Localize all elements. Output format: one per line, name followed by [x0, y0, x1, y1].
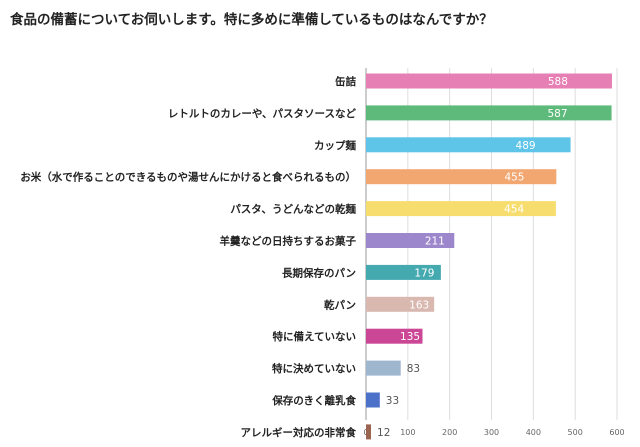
bar [366, 264, 441, 280]
category-label: 特に決めていない [272, 362, 356, 375]
bar [366, 392, 380, 408]
category-label: 特に備えていない [273, 330, 356, 343]
x-tick-label: 100 [400, 428, 415, 437]
category-label: 長期保存のパン [282, 266, 356, 279]
category-label: 缶詰 [335, 75, 356, 88]
x-tick-label: 600 [609, 428, 624, 437]
bar [366, 328, 423, 344]
data-label: 83 [407, 363, 420, 375]
data-label: 489 [516, 140, 536, 152]
x-tick-label: 500 [568, 428, 583, 437]
bar [366, 137, 571, 153]
category-label: 乾パン [324, 298, 356, 311]
data-label: 588 [548, 76, 568, 88]
data-label: 12 [377, 427, 390, 439]
bar [366, 360, 401, 376]
category-label: レトルトのカレーや、パスタソースなど [168, 107, 357, 120]
data-label: 33 [386, 395, 399, 407]
x-tick-label: 400 [526, 428, 541, 437]
data-label: 211 [425, 236, 445, 248]
data-label: 135 [400, 331, 420, 343]
category-label: 保存のきく離乳食 [271, 394, 356, 407]
category-label: お米（水で作ることのできるものや湯せんにかけると食べられるもの） [20, 171, 356, 184]
x-tick-label: 300 [484, 428, 499, 437]
category-label: 羊羹などの日持ちするお菓子 [220, 235, 357, 248]
data-label: 179 [414, 267, 434, 279]
bar [366, 424, 372, 440]
category-label: カップ麺 [314, 139, 356, 152]
data-label: 163 [409, 299, 429, 311]
bar [366, 233, 455, 248]
category-label: パスタ、うどんなどの乾麺 [230, 203, 356, 216]
bar [366, 169, 557, 185]
chart-title: 食品の備蓄についてお伺いします。特に多めに準備しているものはなんですか？ [10, 12, 493, 28]
data-label: 455 [504, 172, 524, 184]
bar [366, 105, 612, 121]
bar [366, 73, 612, 89]
data-label: 454 [504, 204, 524, 216]
x-tick-label: 200 [442, 428, 457, 437]
category-label: アレルギー対応の非常食 [241, 426, 357, 439]
bar [366, 201, 556, 217]
bar [366, 296, 435, 312]
data-label: 587 [548, 108, 568, 120]
